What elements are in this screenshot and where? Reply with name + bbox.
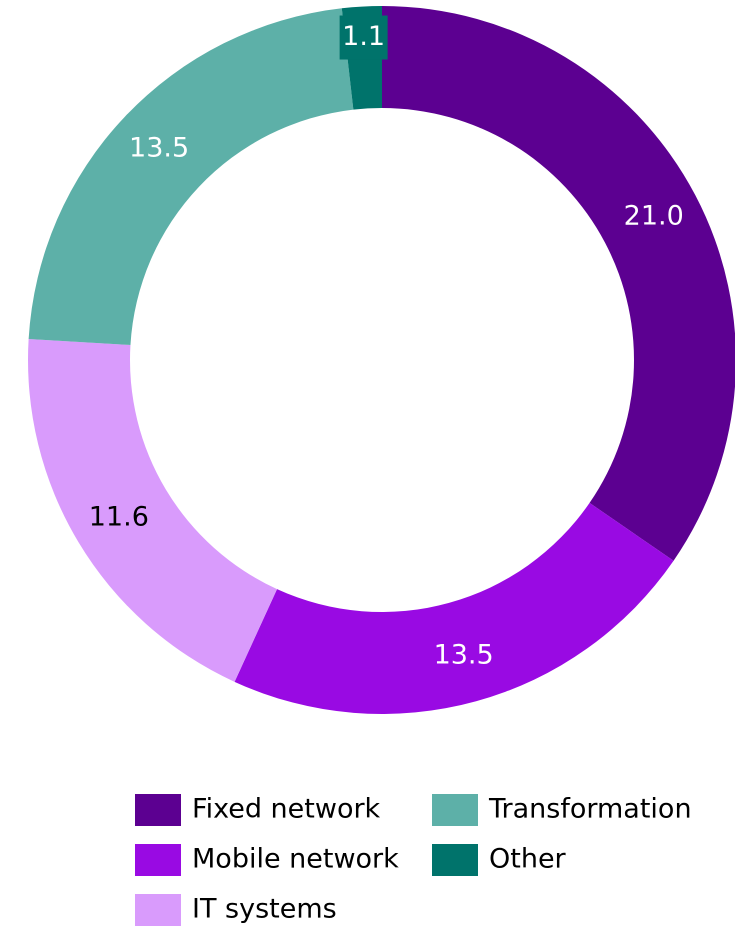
data-label: 1.1 bbox=[342, 21, 385, 52]
data-label: 21.0 bbox=[624, 201, 684, 232]
legend-label: Fixed network bbox=[192, 794, 381, 825]
donut-segment bbox=[382, 6, 735, 561]
data-label: 11.6 bbox=[89, 502, 149, 533]
legend-swatch bbox=[432, 794, 478, 826]
legend-swatch bbox=[135, 794, 181, 826]
legend-label: Mobile network bbox=[192, 844, 399, 875]
legend-swatch bbox=[432, 844, 478, 876]
legend-swatch bbox=[135, 894, 181, 926]
legend-label: Other bbox=[489, 844, 567, 875]
legend-label: IT systems bbox=[192, 894, 337, 925]
donut-segment bbox=[28, 338, 278, 682]
legend-swatch bbox=[135, 844, 181, 876]
donut-segment bbox=[234, 502, 674, 714]
label-background bbox=[339, 15, 388, 60]
data-label: 13.5 bbox=[434, 639, 494, 670]
legend-label: Transformation bbox=[488, 794, 692, 825]
donut-segment bbox=[28, 8, 354, 346]
data-label: 13.5 bbox=[129, 132, 189, 163]
